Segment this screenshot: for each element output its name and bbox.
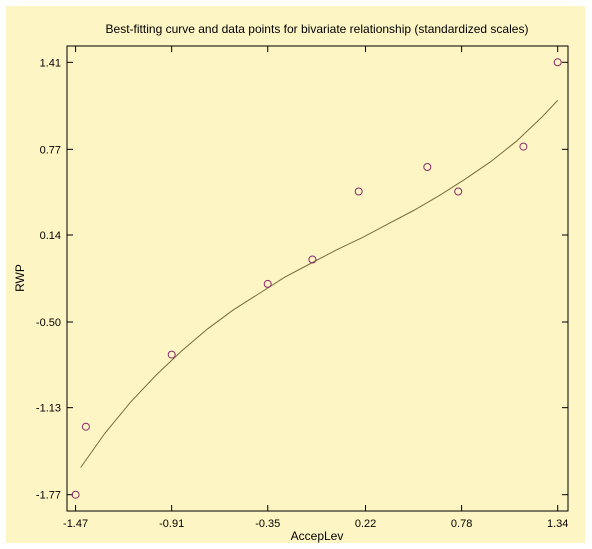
y-tick-label: -0.50 — [36, 317, 61, 329]
axis-ticks: -1.47 -0.91 -0.35 0.22 0.78 1.34 1.41 0.77 0.14 -… — [36, 46, 568, 530]
data-point — [167, 350, 176, 359]
y-tick-label: 0.14 — [40, 230, 61, 242]
y-tick-label: 0.77 — [40, 144, 61, 156]
x-axis-label: AccepLev — [291, 529, 344, 543]
data-point — [308, 255, 317, 264]
data-point — [81, 422, 90, 431]
x-tick-label: 0.78 — [451, 518, 472, 530]
data-point — [519, 142, 528, 151]
data-point — [71, 490, 80, 499]
y-tick-label: 1.41 — [40, 57, 61, 69]
y-tick-label: -1.77 — [36, 490, 61, 502]
data-point — [354, 187, 363, 196]
data-point — [263, 279, 272, 288]
x-tick-label: -0.35 — [255, 518, 280, 530]
chart-figure: Best-fitting curve and data points for b… — [6, 6, 585, 543]
fitted-curve — [80, 100, 559, 468]
x-tick-label: 1.34 — [547, 518, 568, 530]
data-point — [553, 58, 562, 67]
chart-title: Best-fitting curve and data points for b… — [106, 22, 529, 36]
data-point — [454, 187, 463, 196]
x-tick-label: 0.22 — [355, 518, 376, 530]
scatter-chart: Best-fitting curve and data points for b… — [13, 22, 569, 543]
plot-area — [66, 45, 569, 512]
data-points-layer — [71, 58, 562, 499]
y-tick-label: -1.13 — [36, 403, 61, 415]
data-point — [423, 163, 432, 171]
x-tick-label: -0.91 — [159, 518, 184, 530]
fitted-curve-layer — [80, 100, 559, 468]
y-axis-label: RWP — [13, 264, 27, 292]
x-tick-label: -1.47 — [63, 518, 88, 530]
